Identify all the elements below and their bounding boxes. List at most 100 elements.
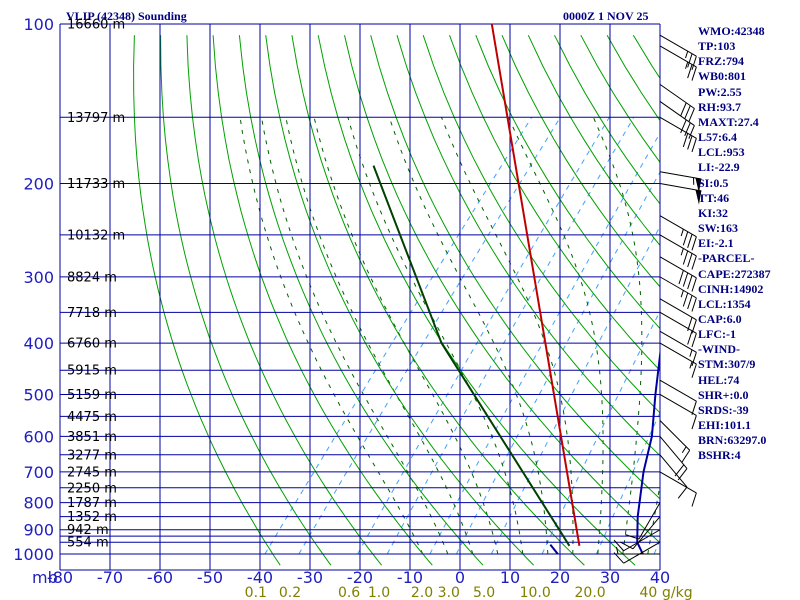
wind-barb [613,529,661,552]
moist-adiabat [347,117,524,555]
wind-barb-full [682,250,689,265]
wind-barb-full [687,330,693,345]
moist-adiabat [313,117,499,555]
wind-barb-half [616,546,619,555]
wind-barb-half [685,61,689,69]
temperature-tick-label: -40 [247,568,273,587]
wind-barb-staff [632,516,661,550]
wind-barb [659,298,697,334]
wind-barb-flag [695,177,702,193]
dry-adiabat [291,35,585,566]
dry-adiabat [238,35,484,566]
parcel-line [636,347,660,555]
dry-adiabat [501,34,660,288]
wind-barb-full [684,122,691,137]
wind-barb-staff [659,471,697,494]
temperature-tick-label: 10 [500,568,520,587]
wind-barb-full [691,297,697,312]
pressure-tick-label: 200 [23,175,54,194]
mixing-ratio-tick-label: 3.0 [438,585,460,600]
pressure-tick-label: 700 [23,463,54,482]
index-line: HEL:74 [698,372,740,387]
mixing-ratio-line [357,117,610,555]
wind-barb-full [691,236,697,251]
wind-barb [659,276,697,312]
wind-barb-flag [695,189,702,205]
height-label: 942 m [67,523,109,538]
mixing-ratio-line [490,225,660,555]
wind-barb [659,256,697,292]
wind-barb-full [687,253,693,268]
wind-barb-staff [659,183,702,192]
wind-barb-full [682,133,689,148]
wind-barb-full [691,352,697,367]
height-label: 3851 m [67,430,117,445]
dry-adiabats [133,34,660,566]
height-label: 10132 m [67,228,125,243]
wind-barb [659,116,697,153]
index-line: TP:103 [698,39,736,54]
index-line: KI:32 [698,205,728,220]
wind-barb [659,83,695,122]
wind-barb-staff [659,436,688,469]
wind-barb-full [688,108,695,122]
wind-barb [613,541,661,564]
mixing-ratio-line [541,310,660,555]
moist-adiabat [592,117,643,555]
index-line: FRZ:794 [698,54,744,69]
wind-barb [659,330,697,367]
height-label: 6760 m [67,337,117,352]
dry-adiabat [212,35,433,566]
index-line: BSHR:4 [698,448,741,463]
mixing-ratio-tick-label: 2.0 [411,585,433,600]
wind-barb-full [687,135,693,150]
height-label: 16660 m [67,18,125,33]
index-line: -WIND- [698,342,740,357]
wind-barb-full [691,415,697,430]
height-label: 554 m [67,536,109,551]
wind-barb-half [680,290,684,298]
dry-adiabat [396,35,660,457]
wind-barb-full [691,56,697,71]
wind-barb [625,502,661,540]
dry-adiabat [265,35,535,566]
index-line: BRN:63297.0 [698,433,767,448]
mixing-ratio-line [264,117,533,555]
pressure-unit-label: mb [32,568,58,587]
wind-barb-staff [659,215,697,238]
wind-barb-full [625,534,640,540]
wind-barb-full [691,401,697,415]
index-line: CINH:14902 [698,281,764,296]
wind-barb-staff [623,529,661,552]
wind-barb-full [691,255,697,270]
mixing-ratio-line [429,132,660,555]
wind-barb-staff [659,330,697,353]
wind-barb-full [677,486,688,499]
wind-barb-half [681,446,687,453]
mixing-ratio-line [386,117,635,555]
temperature-tick-label: -70 [97,568,123,587]
wind-barb-staff [659,379,697,402]
pressure-tick-label: 800 [23,494,54,513]
wind-barb-staff [659,171,702,180]
height-label: 11733 m [67,177,125,192]
index-line: SRDS:-39 [698,402,749,417]
wind-barb [616,546,660,555]
wind-barb-full [620,541,634,550]
wind-barb [659,342,697,378]
sounding-profiles [372,24,660,555]
temperature-tick-label: -10 [397,568,423,587]
wind-barb-staff [638,502,661,540]
index-line: SW:163 [698,221,739,236]
wind-barb-full [687,53,693,68]
pressure-tick-label: 600 [23,427,54,446]
dry-adiabat [475,35,660,330]
height-label: 3277 m [67,448,117,463]
index-line: SHR+:0.0 [698,387,749,402]
wind-barb-half [680,248,684,256]
index-line: LFC:-1 [698,327,736,342]
index-line: WB0:801 [698,69,746,84]
index-line: LCL:953 [698,145,745,160]
moist-adiabat [388,117,549,555]
